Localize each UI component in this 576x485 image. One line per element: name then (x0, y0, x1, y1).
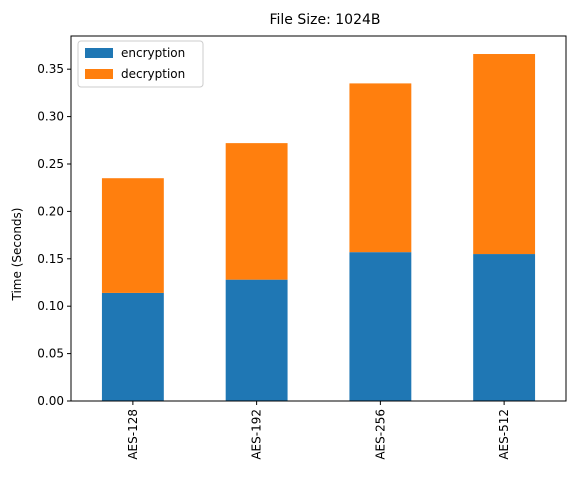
bar-encryption-AES-256 (349, 252, 412, 401)
plot-area (70, 35, 567, 402)
plot-frame (70, 35, 567, 402)
bar-encryption-AES-192 (225, 279, 288, 401)
x-tick-label: AES-128 (126, 409, 140, 460)
y-tick-label: 0.35 (37, 62, 64, 76)
y-tick-label: 0.25 (37, 157, 64, 171)
y-tick-label: 0.30 (37, 110, 64, 124)
y-tick-label: 0.00 (37, 394, 64, 408)
bar-decryption-AES-512 (473, 54, 536, 255)
legend-label-decryption: decryption (121, 67, 185, 81)
bar-decryption-AES-192 (225, 143, 288, 280)
legend-swatch-encryption (85, 48, 113, 58)
y-axis: 0.00 0.05 0.10 0.15 0.20 0.25 0.30 0.35 (37, 62, 71, 408)
y-tick-label: 0.05 (37, 347, 64, 361)
x-tick-label: AES-256 (373, 409, 387, 460)
y-tick-label: 0.20 (37, 204, 64, 218)
x-tick-label: AES-192 (250, 409, 264, 460)
chart-title: File Size: 1024B (269, 12, 380, 28)
y-tick-label: 0.10 (37, 299, 64, 313)
bar-decryption-AES-256 (349, 83, 412, 253)
legend-label-encryption: encryption (121, 46, 185, 60)
legend: encryption decryption (77, 40, 204, 88)
bar-encryption-AES-128 (101, 292, 164, 401)
legend-swatch-decryption (85, 69, 113, 79)
bar-encryption-AES-512 (473, 254, 536, 401)
x-tick-label: AES-512 (497, 409, 511, 460)
y-tick-label: 0.15 (37, 252, 64, 266)
x-axis: AES-128 AES-192 AES-256 AES-512 (126, 401, 511, 460)
bar-decryption-AES-128 (101, 178, 164, 293)
y-axis-title: Time (Seconds) (10, 208, 24, 302)
